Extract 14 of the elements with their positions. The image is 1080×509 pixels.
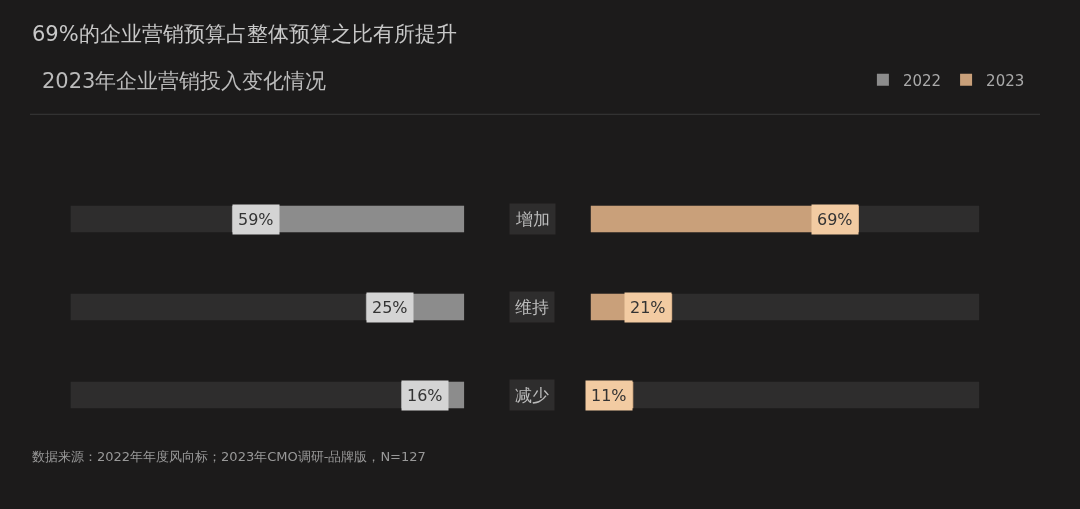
data-label: 59% <box>238 210 274 229</box>
data-label: 16% <box>407 386 443 405</box>
y-tick-label: 维持 <box>515 297 549 317</box>
chart-title: 69%的企业营销预算占整体预算之比有所提升 <box>32 22 457 46</box>
data-label: 25% <box>372 298 408 317</box>
chart-subtitle: 2023年企业营销投入变化情况 <box>42 69 327 93</box>
y-tick-label: 增加 <box>515 209 550 229</box>
data-label: 69% <box>817 210 853 229</box>
source-note: 数据来源：2022年年度风向标；2023年CMO调研-品牌版，N=127 <box>32 449 426 464</box>
y-tick-label: 减少 <box>515 385 549 405</box>
data-label: 11% <box>591 386 627 405</box>
data-label: 21% <box>630 298 666 317</box>
legend-label: 2023 <box>986 71 1025 90</box>
legend-label: 2022 <box>902 71 942 90</box>
